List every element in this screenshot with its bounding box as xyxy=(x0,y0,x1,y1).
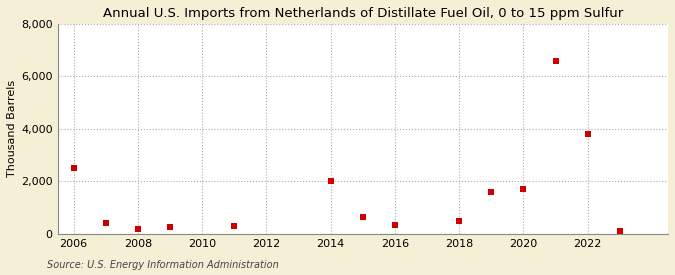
Title: Annual U.S. Imports from Netherlands of Distillate Fuel Oil, 0 to 15 ppm Sulfur: Annual U.S. Imports from Netherlands of … xyxy=(103,7,623,20)
Y-axis label: Thousand Barrels: Thousand Barrels xyxy=(7,80,17,177)
Point xyxy=(389,222,400,227)
Point xyxy=(486,190,497,194)
Point xyxy=(132,227,143,231)
Point xyxy=(614,229,625,233)
Point xyxy=(518,187,529,191)
Point xyxy=(68,166,79,170)
Text: Source: U.S. Energy Information Administration: Source: U.S. Energy Information Administ… xyxy=(47,260,279,270)
Point xyxy=(101,221,111,226)
Point xyxy=(325,179,336,184)
Point xyxy=(550,59,561,63)
Point xyxy=(358,215,369,219)
Point xyxy=(165,225,176,230)
Point xyxy=(454,219,464,223)
Point xyxy=(583,132,593,136)
Point xyxy=(229,224,240,228)
